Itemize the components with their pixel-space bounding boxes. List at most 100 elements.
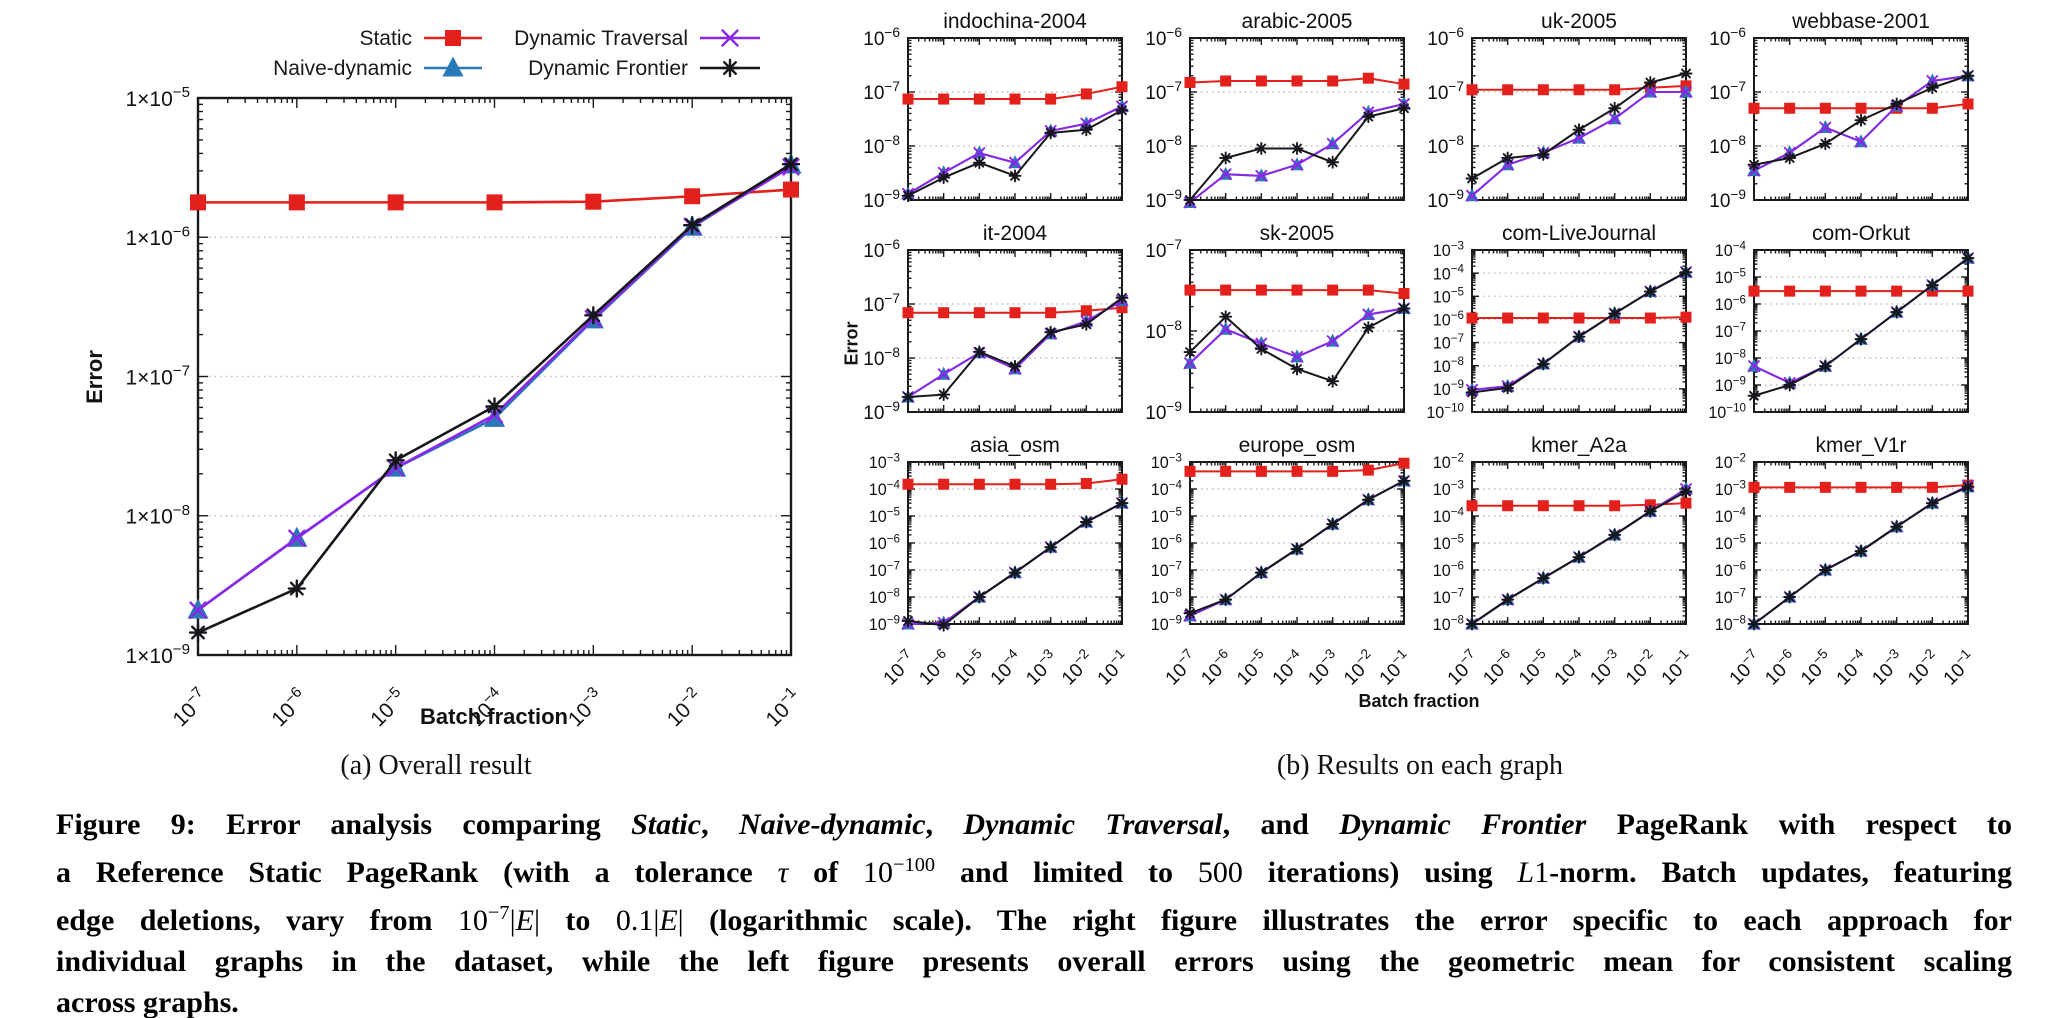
y-tick-label: 10−8 [1715,613,1746,634]
caption-segment: −7 [487,902,510,924]
series-frontier [1747,480,1975,631]
caption-line: edge deletions, vary from 10−7|E| to 0.1… [56,893,2012,941]
data-point-marker [1254,342,1268,356]
data-point-marker [1643,76,1657,89]
y-tick-label: 10−6 [1715,293,1746,314]
x-axis-labels: 10−710−610−510−410−310−210−1 [1441,646,1699,690]
x-tick-label: 10−4 [1548,646,1592,690]
caption-segment: E [659,904,678,937]
y-tick-label: 10−5 [1715,266,1746,287]
data-point-marker [1290,542,1304,556]
data-point-marker [1609,500,1621,512]
data-point-marker [1925,496,1939,510]
legend-label: Static [359,27,412,50]
y-tick-label: 10−8 [1709,133,1746,158]
data-point-marker [781,154,801,174]
data-point-marker [1961,69,1975,83]
data-point-marker [1819,102,1831,114]
data-point-marker [1254,142,1268,155]
small-chart-webbase-2001: 10−6 10−7 10−8 10−9 webbase-2001 [1709,10,1975,212]
data-point-marker [1219,323,1232,336]
caption-line: Figure 9: Error analysis comparing Stati… [56,804,2012,845]
data-point-marker [1397,101,1411,115]
y-tick-label: 10−4 [1433,505,1465,526]
legend-item-naive: Naive-dynamic [273,56,482,80]
plot-frame [1471,37,1687,201]
data-point-marker [902,93,914,105]
caption-segment: of [788,856,864,889]
y-tick-label: 10−9 [1433,378,1464,399]
small-chart-kmer_A2a: 10−210−310−410−510−610−710−810−710−610−5… [1433,434,1699,690]
series-naive [187,153,802,619]
x-tick-label: 10−7 [1159,646,1203,690]
caption-segment: across graphs. [56,986,239,1018]
y-tick-label: 10−5 [869,505,900,526]
data-point-marker [1009,156,1021,169]
data-point-marker [1116,473,1128,485]
data-point-marker [1466,84,1478,96]
series-naive [1465,84,1693,202]
y-tick-label: 10−6 [1427,25,1464,50]
data-point-marker [1501,381,1515,395]
caption-segment: | [533,904,540,937]
small-chart-indochina-2004: 10−6 10−7 10−8 10−9 indochina-2004 [863,10,1129,212]
x-tick-label: 10−3 [1866,646,1910,690]
x-tick-label: 10−7 [1441,646,1485,690]
series-static [1184,457,1410,477]
data-point-marker [1044,325,1058,339]
data-point-marker [1891,481,1903,493]
data-point-marker [1818,563,1832,577]
data-point-marker [188,623,208,642]
series-static [902,81,1128,105]
data-point-marker [485,397,504,416]
plot-frame [907,249,1123,413]
data-point-marker [1572,550,1586,564]
x-tick-label: 10−6 [1477,646,1521,690]
data-point-marker [1961,251,1975,265]
y-axis-labels: 10−3 10−4 10−5 10−6 10−7 10−8 10−9 [1151,451,1183,634]
subcaption-b: (b) Results on each graph [1276,750,1564,781]
y-tick-label: 10−6 [1433,559,1464,580]
caption-segment: , and [1222,808,1340,841]
data-point-marker [1045,478,1057,490]
data-point-marker [1291,158,1303,171]
series-traversal [902,100,1128,200]
small-chart-com-Orkut: 10−4 10−5 10−6 10−7 10−8 10−9 10−10 com-Orkut [1708,222,1975,422]
data-point-marker [1361,493,1375,507]
data-point-marker [287,579,307,598]
data-point-marker [1784,481,1796,493]
series-naive [901,495,1129,630]
data-point-marker [1818,137,1832,151]
data-point-marker [1925,81,1939,95]
data-point-marker [1854,113,1868,127]
series-static [902,302,1128,319]
chart-title: arabic-2005 [1242,10,1353,33]
axis-ticks [1189,37,1405,201]
series-traversal [189,158,800,619]
data-point-marker [1890,520,1904,534]
data-point-marker [1573,312,1585,324]
data-point-marker [972,345,986,359]
data-point-marker [1747,617,1761,631]
y-tick-label: 10−7 [1715,586,1746,607]
data-point-marker [1784,285,1796,297]
y-axis-labels: 10−6 10−7 10−8 10−9 [863,237,900,424]
x-tick-label: 10−4 [1830,646,1874,690]
data-point-marker [1362,464,1374,476]
caption-segment: , [701,808,739,841]
data-point-marker [937,618,951,632]
data-point-marker [1008,169,1022,183]
data-point-marker [1536,147,1550,161]
caption-segment: Naive-dynamic [738,808,926,841]
small-chart-europe_osm: 10−310−410−510−610−710−810−910−710−610−5… [1151,434,1417,690]
data-point-marker [1608,112,1621,125]
data-point-marker [386,451,405,470]
y-tick-label: 10−6 [1709,25,1746,50]
series-naive [1183,300,1411,369]
data-point-marker [1184,284,1196,296]
y-tick-label: 10−8 [1433,613,1464,634]
data-point-marker [1783,590,1797,604]
data-point-marker [1009,307,1021,319]
x-tick-label: 10−7 [166,684,214,732]
